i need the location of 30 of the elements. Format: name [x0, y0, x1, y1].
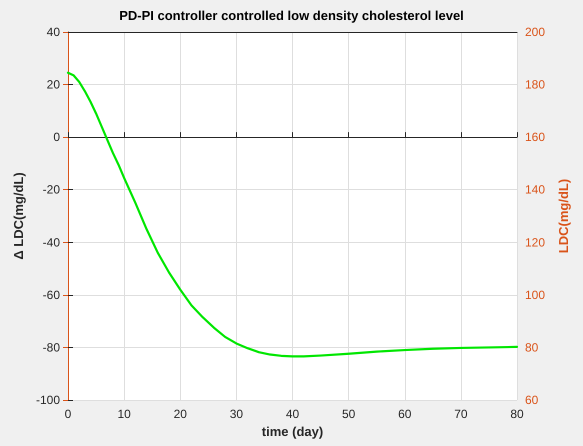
x-tick-label: 80	[510, 407, 524, 421]
y-tick-label: 20	[46, 78, 60, 92]
x-axis-title: time (day)	[262, 424, 324, 439]
y-axis-title: Δ LDC(mg/dL)	[11, 172, 26, 260]
x-tick-label: 60	[398, 407, 412, 421]
y2-tick-label: 100	[525, 288, 546, 302]
x-tick-label: 0	[64, 407, 72, 421]
y-tick-label: -60	[42, 288, 60, 302]
y2-tick-label: 180	[525, 78, 546, 92]
chart-title: PD-PI controller controlled low density cholesterol level	[119, 8, 464, 23]
y-tick-label: -40	[42, 235, 60, 250]
y-tick-label: -80	[42, 340, 60, 354]
y-tick-label: 0	[53, 130, 60, 144]
y2-tick-label: 160	[525, 130, 546, 144]
y2-tick-label: 200	[525, 25, 546, 39]
y2-tick-label: 60	[525, 393, 539, 407]
y2-axis-title: LDC(mg/dL)	[556, 178, 571, 254]
y-tick-label: 40	[46, 25, 60, 39]
line-series	[66, 72, 518, 358]
x-tick-label: 40	[286, 407, 300, 421]
y2-tick-label: 140	[525, 182, 546, 197]
y-tick-label: -20	[42, 182, 60, 197]
y2-tick-label: 80	[525, 340, 539, 354]
x-tick-label: 10	[117, 407, 132, 421]
x-tick-label: 70	[454, 407, 468, 421]
y2-tick-label: 120	[525, 235, 546, 250]
x-tick-label: 30	[230, 407, 244, 421]
x-tick-label: 20	[174, 407, 188, 421]
y-tick-label: -100	[36, 393, 60, 407]
x-tick-label: 50	[342, 407, 356, 421]
